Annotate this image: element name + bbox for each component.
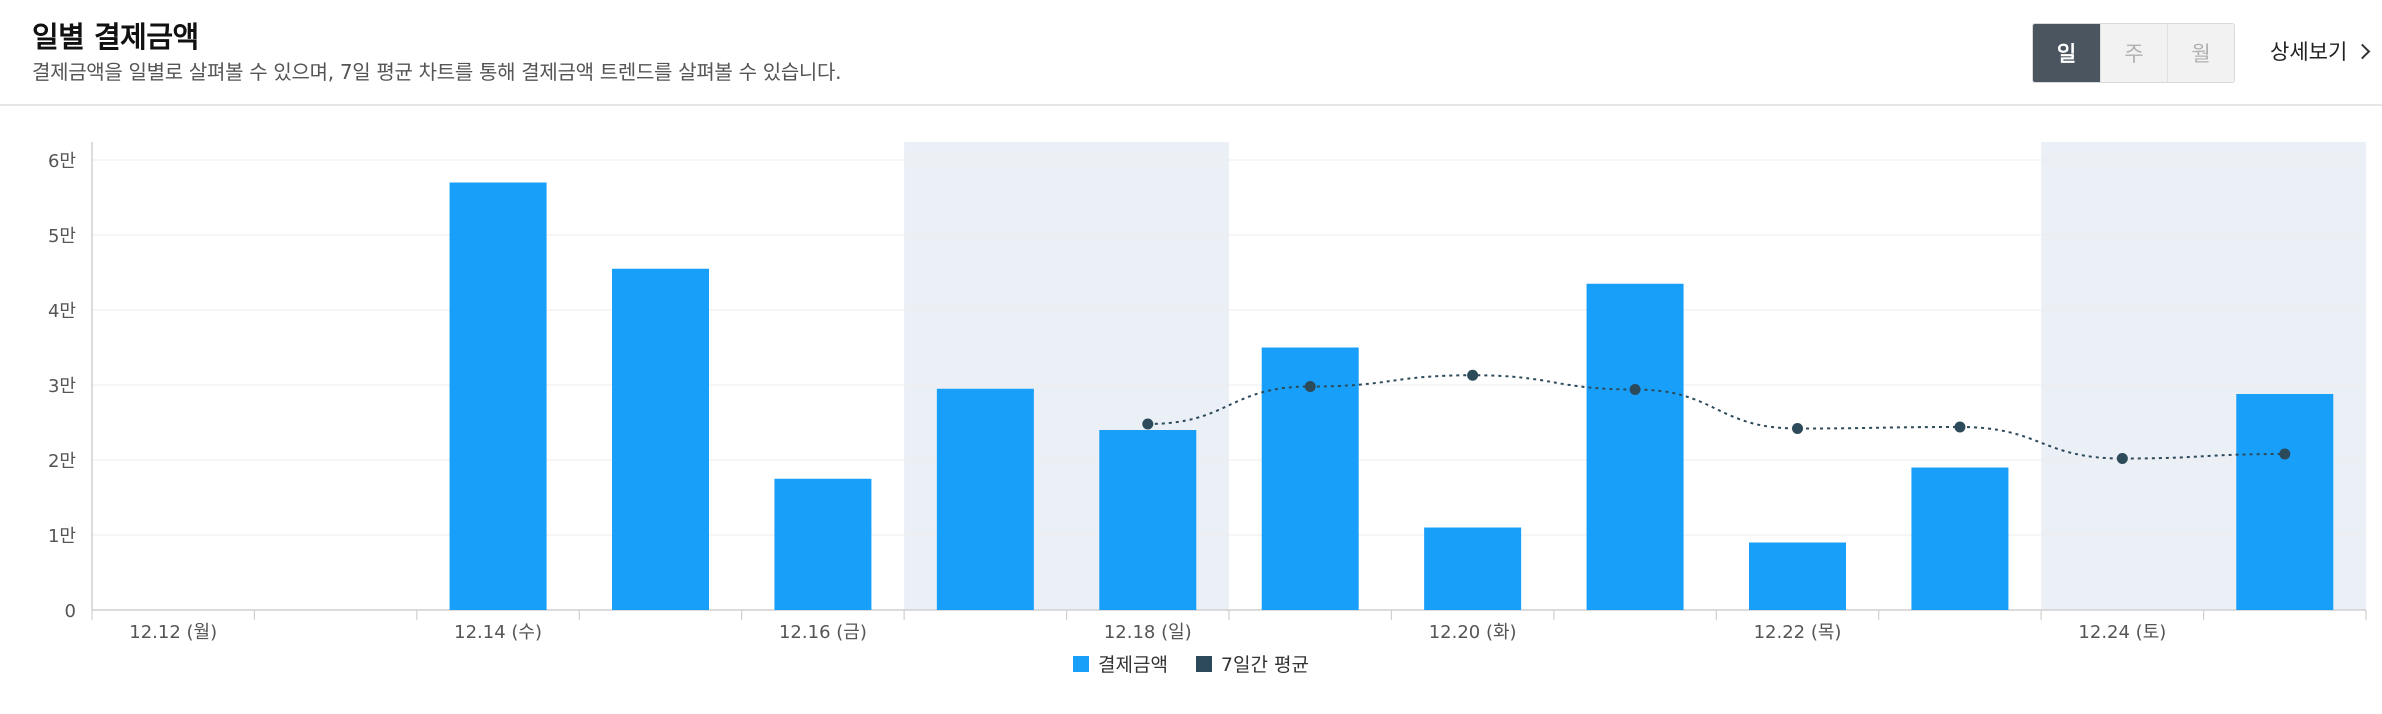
y-tick-label: 4만 <box>48 301 76 322</box>
detail-view-link[interactable]: 상세보기 <box>2270 36 2371 66</box>
period-month-button[interactable]: 월 <box>2167 24 2234 82</box>
chart-header: 일별 결제금액 결제금액을 일별로 살펴볼 수 있으며, 7일 평균 차트를 통… <box>0 0 2382 106</box>
daily-payment-chart: 0 1만 2만 3만 4만 5만 6만 12.12 (월) 12.14 (수) 12.16 (금… <box>48 142 2367 643</box>
y-tick-label: 3만 <box>48 376 76 397</box>
avg-line-path <box>1147 374 2285 460</box>
avg-line-point <box>2116 453 2128 464</box>
legend-swatch-bar <box>1073 655 1089 672</box>
bar <box>2236 394 2334 610</box>
avg-line-point <box>1629 384 1641 395</box>
line-series <box>1142 369 2291 464</box>
x-tick-label: 12.22 (목) <box>1754 622 1842 643</box>
detail-view-label: 상세보기 <box>2270 40 2348 64</box>
bar <box>449 182 547 610</box>
legend-label-line: 7일간 평균 <box>1220 654 1309 676</box>
bar <box>1749 542 1846 610</box>
bar <box>936 388 1034 610</box>
bar-series <box>449 182 2334 610</box>
y-tick-label: 2만 <box>48 451 76 472</box>
x-tick-label: 12.18 (일) <box>1104 622 1192 643</box>
x-tick-label: 12.16 (금) <box>779 622 867 643</box>
avg-line-point <box>1304 381 1316 392</box>
bar <box>612 268 709 610</box>
legend-label-bar: 결제금액 <box>1098 654 1168 676</box>
y-tick-label: 0 <box>65 601 76 622</box>
page-title: 일별 결제금액 <box>32 20 199 54</box>
period-week-button[interactable]: 주 <box>2100 24 2167 82</box>
bar <box>1099 430 1197 610</box>
x-tick-label: 12.24 (토) <box>2078 622 2166 643</box>
avg-line-point <box>1792 423 1803 434</box>
avg-line-point <box>2279 448 2291 460</box>
chevron-right-icon <box>2355 43 2371 59</box>
legend-item-line[interactable]: 7일간 평균 <box>1195 650 1309 677</box>
avg-line-point <box>1954 421 1966 433</box>
x-tick-label: 12.14 (수) <box>454 622 542 643</box>
page-subtitle: 결제금액을 일별로 살펴볼 수 있으며, 7일 평균 차트를 통해 결제금액 트… <box>32 60 842 84</box>
bar <box>1586 283 1684 610</box>
y-tick-label: 5만 <box>48 226 76 247</box>
period-toggle: 일 주 월 <box>2032 23 2235 83</box>
avg-line-point <box>1467 369 1479 381</box>
period-day-button[interactable]: 일 <box>2033 24 2100 82</box>
y-tick-label: 6만 <box>48 151 76 172</box>
legend-swatch-line <box>1195 655 1212 672</box>
x-tick-label: 12.12 (월) <box>129 622 217 643</box>
x-axis: 12.12 (월) 12.14 (수) 12.16 (금) 12.18 (일) 12.2… <box>91 609 2367 643</box>
avg-line-point <box>1142 418 1154 430</box>
x-tick-label: 12.20 (화) <box>1429 622 1517 643</box>
legend-item-bar[interactable]: 결제금액 <box>1073 650 1168 677</box>
y-tick-label: 1만 <box>48 526 76 547</box>
chart-legend: 결제금액 7일간 평균 <box>0 650 2382 677</box>
y-axis: 0 1만 2만 3만 4만 5만 6만 <box>48 142 93 622</box>
bar <box>1424 527 1522 610</box>
bar <box>774 478 872 610</box>
bar <box>1911 467 2009 610</box>
